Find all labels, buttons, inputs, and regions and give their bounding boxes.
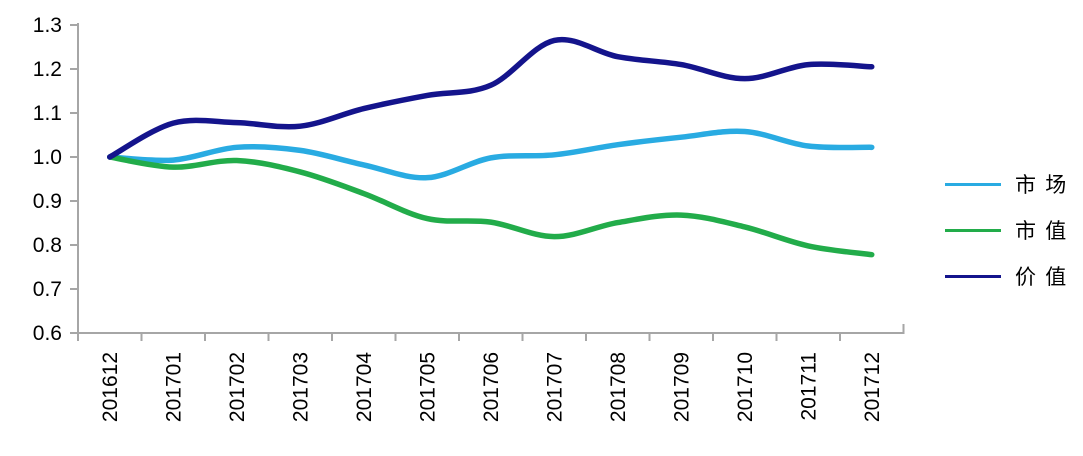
legend-item-shichang: 市 场 — [945, 168, 1068, 200]
x-tick-label: 201708 — [607, 352, 630, 422]
y-tick-label: 0.6 — [33, 322, 62, 345]
legend-line-swatch — [945, 182, 1001, 186]
x-tick-label: 201705 — [416, 352, 439, 422]
y-tick-label: 1.3 — [33, 14, 62, 37]
legend-label: 市 场 — [1015, 173, 1069, 197]
x-tick-label: 201707 — [543, 352, 566, 422]
y-tick-label: 0.7 — [33, 278, 62, 301]
x-tick-label: 201706 — [480, 352, 503, 422]
legend-item-jiazhi: 价 值 — [945, 260, 1068, 292]
legend: 市 场 市 值 价 值 — [945, 168, 1068, 292]
x-tick-label: 201701 — [162, 352, 185, 422]
x-tick-label: 201710 — [734, 352, 757, 422]
y-tick-label: 0.9 — [33, 190, 62, 213]
y-tick-label: 1.0 — [33, 146, 62, 169]
legend-item-shizhi: 市 值 — [945, 214, 1068, 246]
x-tick-label: 201712 — [861, 352, 884, 422]
legend-label: 市 值 — [1015, 219, 1069, 243]
legend-label: 价 值 — [1015, 265, 1069, 289]
y-tick-label: 1.2 — [33, 58, 62, 81]
series-line-价值 — [107, 36, 875, 160]
x-tick-label: 201702 — [226, 352, 249, 422]
x-tick-label: 201703 — [289, 352, 312, 422]
y-tick-label: 1.1 — [33, 102, 62, 125]
legend-line-swatch — [945, 228, 1001, 232]
x-tick-label: 201711 — [797, 352, 820, 421]
series-line-市场 — [107, 128, 875, 181]
series-line-市值 — [107, 154, 875, 258]
y-tick-label: 0.8 — [33, 234, 62, 257]
legend-line-swatch — [945, 274, 1001, 278]
x-tick-label: 201709 — [670, 352, 693, 422]
x-tick-label: 201612 — [99, 352, 122, 422]
x-tick-label: 201704 — [353, 352, 376, 422]
